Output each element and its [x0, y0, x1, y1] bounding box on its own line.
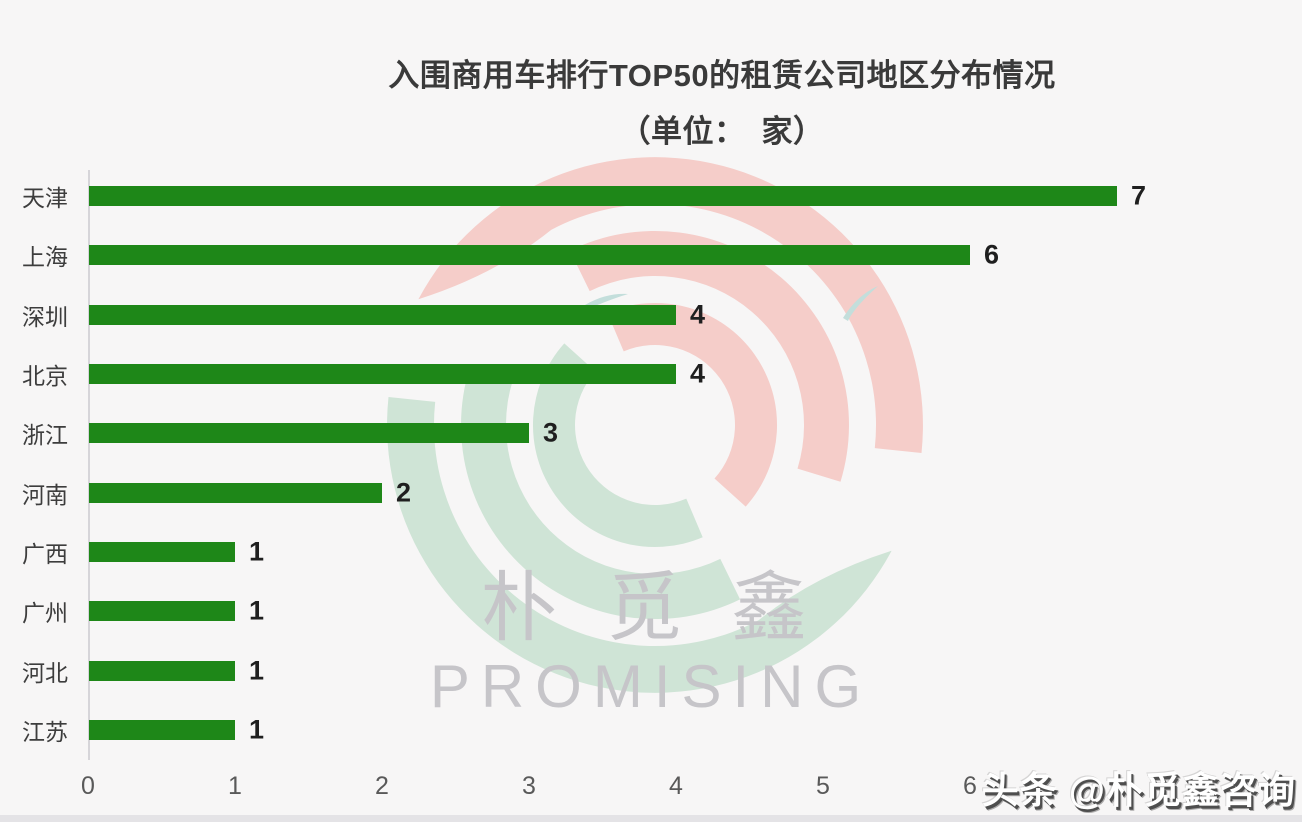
category-label: 上海	[22, 244, 68, 271]
logo-green-claw	[387, 343, 892, 693]
x-axis-tick-label: 3	[522, 772, 536, 800]
value-label: 1	[249, 714, 265, 745]
category-label: 江苏	[22, 718, 68, 745]
watermark-brand-chinese: 朴 觅 鑫	[480, 566, 822, 651]
value-label: 1	[249, 536, 265, 567]
watermark-brand-english: PROMISING	[429, 653, 873, 720]
value-label: 4	[690, 299, 706, 330]
category-label: 河北	[22, 659, 68, 686]
value-label: 1	[249, 595, 265, 626]
category-label: 天津	[22, 185, 68, 211]
category-label: 广西	[22, 540, 68, 567]
bar	[89, 186, 1117, 206]
chart-subtitle-unit: （单位： 家）	[619, 114, 825, 149]
bar	[89, 423, 529, 444]
bar	[89, 363, 676, 384]
category-label: 北京	[22, 362, 68, 389]
bar	[89, 482, 382, 503]
bar	[89, 601, 235, 622]
category-label: 广州	[22, 600, 68, 627]
bar	[89, 660, 235, 681]
category-label: 河南	[22, 481, 68, 508]
publisher-watermark: 头条 @朴觅鑫咨询	[981, 770, 1296, 811]
value-label: 6	[984, 239, 1000, 270]
bar	[89, 541, 235, 562]
x-axis-tick-label: 6	[963, 772, 977, 800]
value-label: 4	[690, 358, 706, 389]
company-logo-watermark	[387, 157, 923, 693]
x-axis-tick-label: 4	[669, 772, 683, 800]
bar	[89, 719, 235, 740]
bottom-edge-strip	[0, 815, 1302, 822]
value-label: 7	[1131, 180, 1147, 211]
bar	[89, 245, 970, 266]
x-axis-tick-label: 0	[81, 772, 95, 800]
category-label: 浙江	[22, 422, 68, 449]
chart-title: 入围商用车排行TOP50的租赁公司地区分布情况	[388, 58, 1056, 93]
category-label: 深圳	[22, 303, 68, 330]
value-label: 1	[249, 655, 265, 686]
value-label: 3	[543, 417, 559, 448]
value-label: 2	[396, 477, 412, 508]
x-axis-tick-label: 5	[816, 772, 830, 800]
y-axis-line	[88, 170, 90, 760]
bar	[89, 304, 676, 325]
x-axis-tick-label: 2	[375, 772, 389, 800]
x-axis-tick-label: 1	[228, 772, 242, 800]
logo-pink-claw	[418, 157, 923, 507]
